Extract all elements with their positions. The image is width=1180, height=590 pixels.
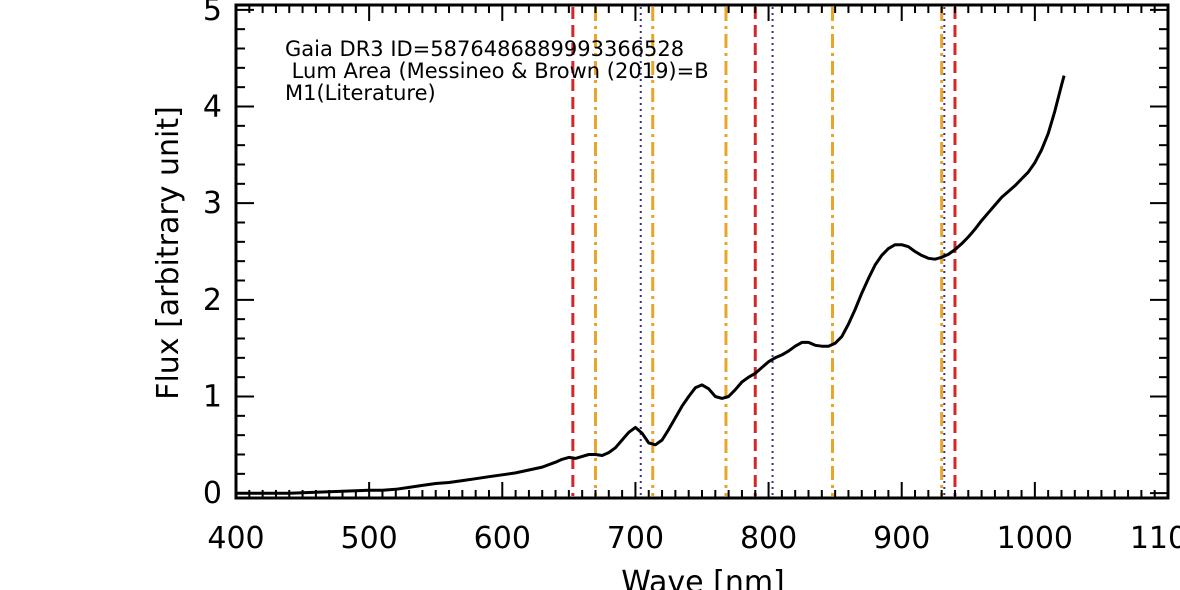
annotation-gaia-id: Gaia DR3 ID=5876486889993366528 [285,37,684,61]
y-tick-label: 3 [203,186,222,221]
x-tick-label: 600 [474,521,531,556]
series-layer [236,75,1066,495]
x-tick-label: 900 [873,521,930,556]
annotation-m1: M1(Literature) [285,81,436,105]
x-tick-label: 700 [607,521,664,556]
y-tick-label: 5 [203,0,222,28]
y-tick-label: 2 [203,283,222,318]
annotation-lum-area: Lum Area (Messineo & Brown (2019)=B [285,59,709,83]
spectrum-line [236,75,1066,495]
vertical-reference-lines [571,7,957,496]
x-tick-label: 1000 [997,521,1073,556]
x-axis-title: Wave [nm] [621,565,785,590]
y-tick-label: 0 [203,476,222,511]
x-tick-label: 400 [207,521,264,556]
x-tick-label: 800 [740,521,797,556]
tick-marks [235,5,1169,498]
y-tick-label: 1 [203,380,222,415]
x-tick-label: 500 [341,521,398,556]
y-axis-title: Flux [arbitrary unit] [151,106,186,400]
y-tick-label: 4 [203,90,222,125]
y-tick-labels: 0 1 2 3 4 5 [203,0,222,511]
